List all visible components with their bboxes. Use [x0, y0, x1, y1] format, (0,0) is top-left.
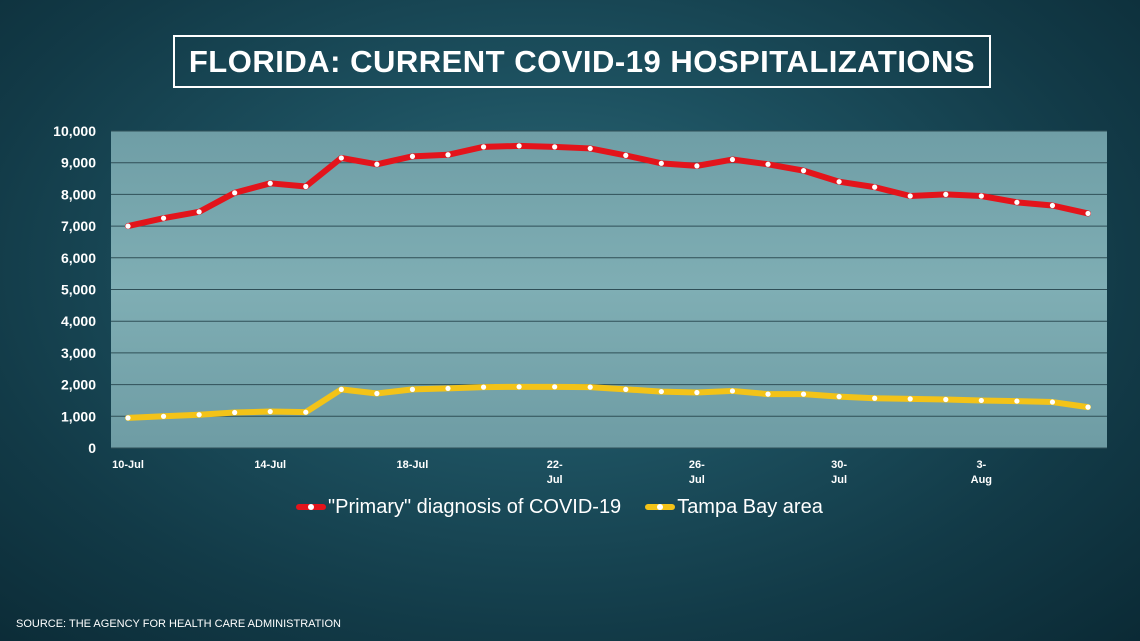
- data-point: [196, 209, 202, 215]
- data-point: [480, 384, 487, 390]
- data-point: [1014, 199, 1020, 205]
- data-point: [196, 412, 202, 418]
- legend-swatch-primary: [296, 504, 326, 510]
- x-tick-label: 26-Jul: [689, 459, 705, 486]
- y-tick-label: 10,000: [53, 123, 96, 139]
- data-point: [694, 389, 700, 396]
- data-point: [765, 391, 771, 397]
- data-point: [587, 384, 593, 390]
- chart-title: FLORIDA: CURRENT COVID-19 HOSPITALIZATIO…: [173, 35, 991, 88]
- data-point: [729, 388, 736, 394]
- series-lines: [125, 142, 1091, 421]
- data-point: [125, 223, 131, 229]
- data-point: [160, 413, 167, 419]
- y-tick-label: 8,000: [61, 186, 96, 202]
- data-point: [338, 155, 344, 161]
- data-point: [338, 386, 344, 392]
- data-point: [303, 409, 309, 415]
- data-point: [978, 397, 984, 404]
- y-tick-label: 7,000: [61, 218, 96, 234]
- gridlines: [111, 130, 1107, 449]
- data-point: [623, 386, 629, 392]
- data-point: [445, 152, 451, 158]
- data-point: [623, 152, 629, 159]
- data-point: [516, 143, 522, 149]
- data-point: [516, 384, 522, 390]
- data-point: [765, 161, 771, 167]
- data-point: [552, 384, 558, 390]
- data-point: [800, 391, 807, 397]
- data-point: [374, 161, 380, 167]
- data-point: [303, 183, 309, 190]
- x-tick-label: 14-Jul: [254, 459, 286, 471]
- data-point: [872, 184, 878, 190]
- x-tick-label: 10-Jul: [112, 459, 144, 471]
- x-tick-label: 18-Jul: [397, 459, 429, 471]
- y-tick-label: 4,000: [61, 313, 96, 329]
- data-point: [587, 145, 593, 152]
- x-tick-label: 3-Aug: [971, 459, 992, 486]
- x-axis-ticks: 10-Jul 14-Jul 18-Jul 22-Jul 26-Jul 30-Jul 3-Au…: [112, 459, 992, 486]
- data-point: [729, 156, 736, 163]
- y-tick-label: 1,000: [61, 408, 96, 424]
- data-point: [978, 193, 984, 199]
- data-point: [836, 394, 842, 400]
- data-point: [907, 193, 913, 199]
- data-point: [160, 215, 167, 221]
- data-point: [1049, 202, 1056, 209]
- data-point: [658, 160, 664, 166]
- y-tick-label: 6,000: [61, 250, 96, 266]
- y-tick-label: 9,000: [61, 155, 96, 171]
- data-point: [125, 415, 131, 421]
- data-point: [480, 144, 487, 150]
- data-point: [374, 390, 380, 397]
- data-point: [1049, 399, 1056, 405]
- data-point: [1085, 210, 1091, 217]
- data-point: [872, 395, 878, 401]
- data-point: [800, 168, 807, 174]
- legend-swatch-tampa: [645, 504, 676, 510]
- x-tick-label: 22-Jul: [547, 459, 563, 486]
- source-note: SOURCE: THE AGENCY FOR HEALTH CARE ADMIN…: [16, 618, 341, 630]
- y-tick-label: 3,000: [61, 345, 96, 361]
- data-point: [267, 180, 273, 186]
- legend-label-tampa: Tampa Bay area: [677, 495, 823, 518]
- y-tick-label: 2,000: [61, 377, 96, 393]
- data-point: [1014, 398, 1020, 404]
- legend-item-primary: "Primary" diagnosis of COVID-19: [296, 496, 621, 519]
- data-point: [552, 144, 558, 150]
- data-point: [267, 408, 273, 415]
- y-tick-label: 0: [88, 440, 96, 456]
- legend-item-tampa: Tampa Bay area: [645, 496, 823, 519]
- data-point: [232, 409, 238, 416]
- y-axis-ticks: 0 1,000 2,000 3,000 4,000 5,000 6,000 7,000 8,00…: [53, 123, 96, 456]
- data-point: [836, 179, 842, 185]
- data-point: [658, 388, 664, 395]
- data-point: [1085, 404, 1091, 410]
- data-point: [409, 153, 416, 159]
- y-tick-label: 5,000: [61, 282, 96, 298]
- data-point: [232, 190, 238, 196]
- data-point: [943, 191, 949, 197]
- legend-label-primary: "Primary" diagnosis of COVID-19: [328, 495, 622, 518]
- series-line-0: [125, 142, 1091, 230]
- data-point: [694, 163, 700, 169]
- data-point: [445, 385, 451, 392]
- data-point: [409, 386, 416, 392]
- series-line-1: [125, 383, 1091, 421]
- data-point: [907, 396, 913, 402]
- data-point: [943, 396, 949, 403]
- x-tick-label: 30-Jul: [831, 459, 847, 486]
- legend: "Primary" diagnosis of COVID-19 Tampa Ba…: [296, 493, 847, 521]
